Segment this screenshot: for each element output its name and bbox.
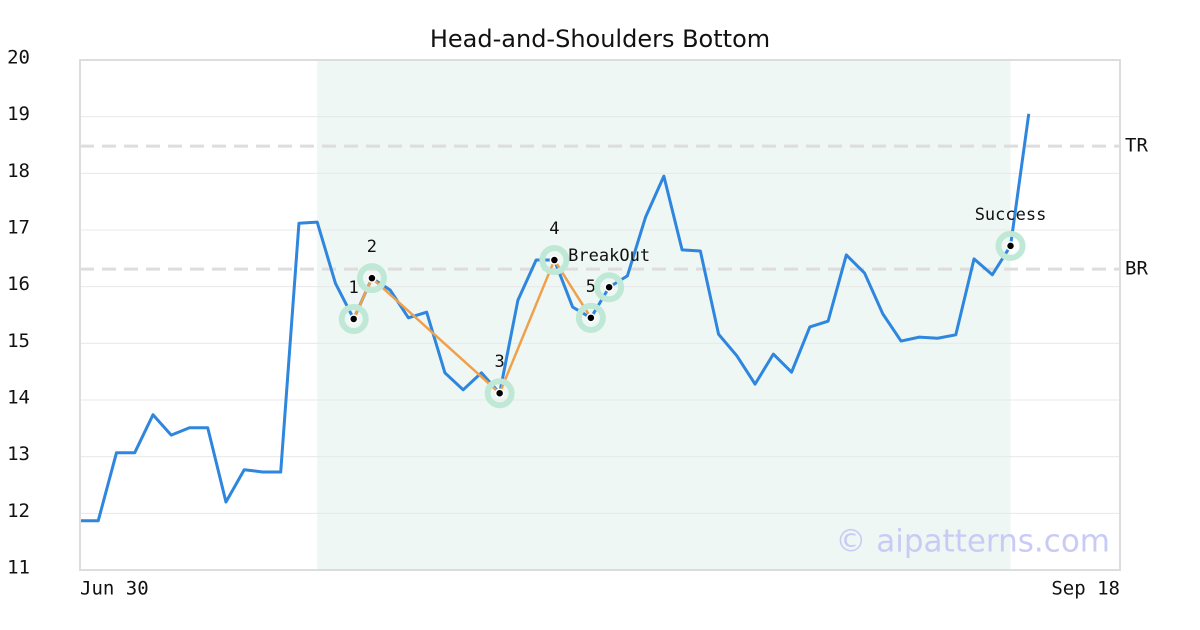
pattern-point-dot [367,273,377,283]
reference-label: BR [1125,258,1148,280]
y-tick-label: 18 [7,160,30,182]
y-tick-label: 13 [7,443,30,465]
pattern-point-dot [549,255,560,265]
pattern-point-label: 5 [586,277,596,297]
event-point-label: BreakOut [568,246,650,266]
pattern-point-dot [586,313,596,323]
pattern-point-halo [575,302,606,333]
reference-label: TR [1125,135,1148,157]
y-tick-label: 16 [7,273,30,295]
y-tick-label: 11 [7,557,30,579]
pattern-point-halo [338,303,369,334]
event-point-label: Success [975,205,1047,225]
y-tick-label: 19 [7,103,30,125]
event-point-halo [995,230,1026,261]
y-tick-label: 14 [7,387,30,409]
y-tick-label: 15 [7,330,30,352]
x-tick-label: Jun 30 [80,578,149,600]
y-tick-label: 12 [7,500,30,522]
y-tick-label: 17 [7,217,30,239]
pattern-point-halo [539,245,570,276]
plot-frame [79,59,1121,571]
pattern-point-label: 3 [495,352,505,372]
pattern-point-halo [484,378,515,409]
pattern-point-halo [356,263,387,294]
x-tick-label: Sep 18 [1051,578,1120,600]
pattern-point-label: 2 [367,237,377,257]
chart-title: Head-and-Shoulders Bottom [430,25,770,53]
pattern-point-dot [494,388,505,398]
event-point-dot [1005,241,1016,251]
pattern-point-label: 4 [549,219,559,239]
event-point-halo [594,272,625,303]
watermark: © aipatterns.com [835,524,1110,560]
pattern-point-label: 1 [349,278,359,298]
y-tick-label: 20 [7,47,30,69]
event-point-dot [604,282,614,292]
pattern-point-dot [348,314,359,324]
